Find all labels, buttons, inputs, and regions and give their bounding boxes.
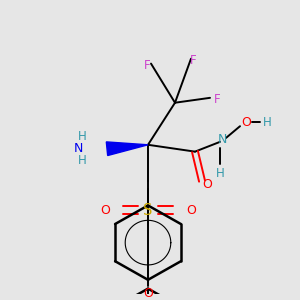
Text: F: F [144, 59, 150, 72]
Text: S: S [143, 203, 153, 218]
Polygon shape [106, 142, 148, 155]
Text: F: F [214, 93, 220, 106]
Text: O: O [241, 116, 251, 129]
Text: O: O [100, 204, 110, 217]
Text: O: O [202, 178, 212, 191]
Text: H: H [262, 116, 272, 129]
Text: F: F [190, 54, 196, 67]
Text: H: H [216, 167, 224, 180]
Text: O: O [186, 204, 196, 217]
Text: N: N [73, 142, 83, 155]
Text: N: N [217, 134, 227, 146]
Text: H: H [78, 154, 86, 167]
Text: O: O [143, 287, 153, 300]
Text: H: H [78, 130, 86, 143]
